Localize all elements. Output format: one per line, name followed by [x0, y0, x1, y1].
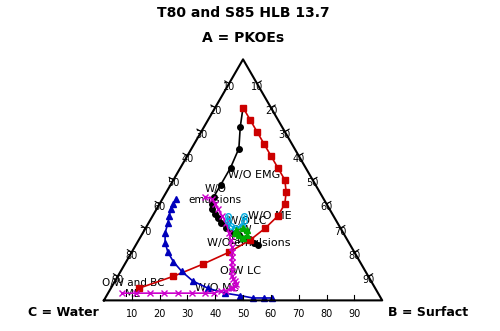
- Text: 10: 10: [251, 82, 263, 92]
- Text: 70: 70: [292, 309, 305, 319]
- Text: 40: 40: [181, 154, 194, 164]
- Text: 90: 90: [362, 275, 374, 285]
- Text: W/O EMG: W/O EMG: [228, 170, 280, 180]
- Text: 10: 10: [126, 309, 138, 319]
- Text: 30: 30: [181, 309, 194, 319]
- Text: W/O ME: W/O ME: [248, 211, 292, 221]
- Text: W/O
emulsions: W/O emulsions: [188, 183, 242, 205]
- Text: A = PKOEs: A = PKOEs: [202, 31, 284, 45]
- Text: O/W LC: O/W LC: [220, 266, 261, 276]
- Text: 90: 90: [112, 275, 124, 285]
- Text: 60: 60: [154, 203, 166, 213]
- Text: 40: 40: [209, 309, 222, 319]
- Text: B = Surfact: B = Surfact: [388, 306, 468, 319]
- Text: O/W and BC
ME: O/W and BC ME: [102, 277, 164, 299]
- Text: O/W
EMG: O/W EMG: [230, 224, 252, 246]
- Text: 60: 60: [320, 203, 333, 213]
- Text: W/O emulsions: W/O emulsions: [207, 238, 290, 248]
- Text: W/O ME: W/O ME: [195, 283, 238, 293]
- Text: 50: 50: [237, 309, 249, 319]
- Text: 30: 30: [279, 130, 291, 140]
- Text: 80: 80: [348, 251, 360, 260]
- Text: 50: 50: [306, 178, 319, 188]
- Text: W/O LC: W/O LC: [228, 216, 266, 226]
- Text: 30: 30: [195, 130, 207, 140]
- Text: 20: 20: [209, 106, 221, 116]
- Text: 90: 90: [348, 309, 360, 319]
- Text: 80: 80: [126, 251, 138, 260]
- Text: 20: 20: [265, 106, 277, 116]
- Text: 10: 10: [223, 82, 235, 92]
- Text: C = Water: C = Water: [28, 306, 99, 319]
- Text: 60: 60: [265, 309, 277, 319]
- Text: 80: 80: [320, 309, 332, 319]
- Text: T80 and S85 HLB 13.7: T80 and S85 HLB 13.7: [156, 6, 330, 21]
- Text: 70: 70: [140, 226, 151, 237]
- Text: 70: 70: [334, 226, 347, 237]
- Text: 20: 20: [154, 309, 166, 319]
- Text: 50: 50: [167, 178, 179, 188]
- Text: 40: 40: [292, 154, 305, 164]
